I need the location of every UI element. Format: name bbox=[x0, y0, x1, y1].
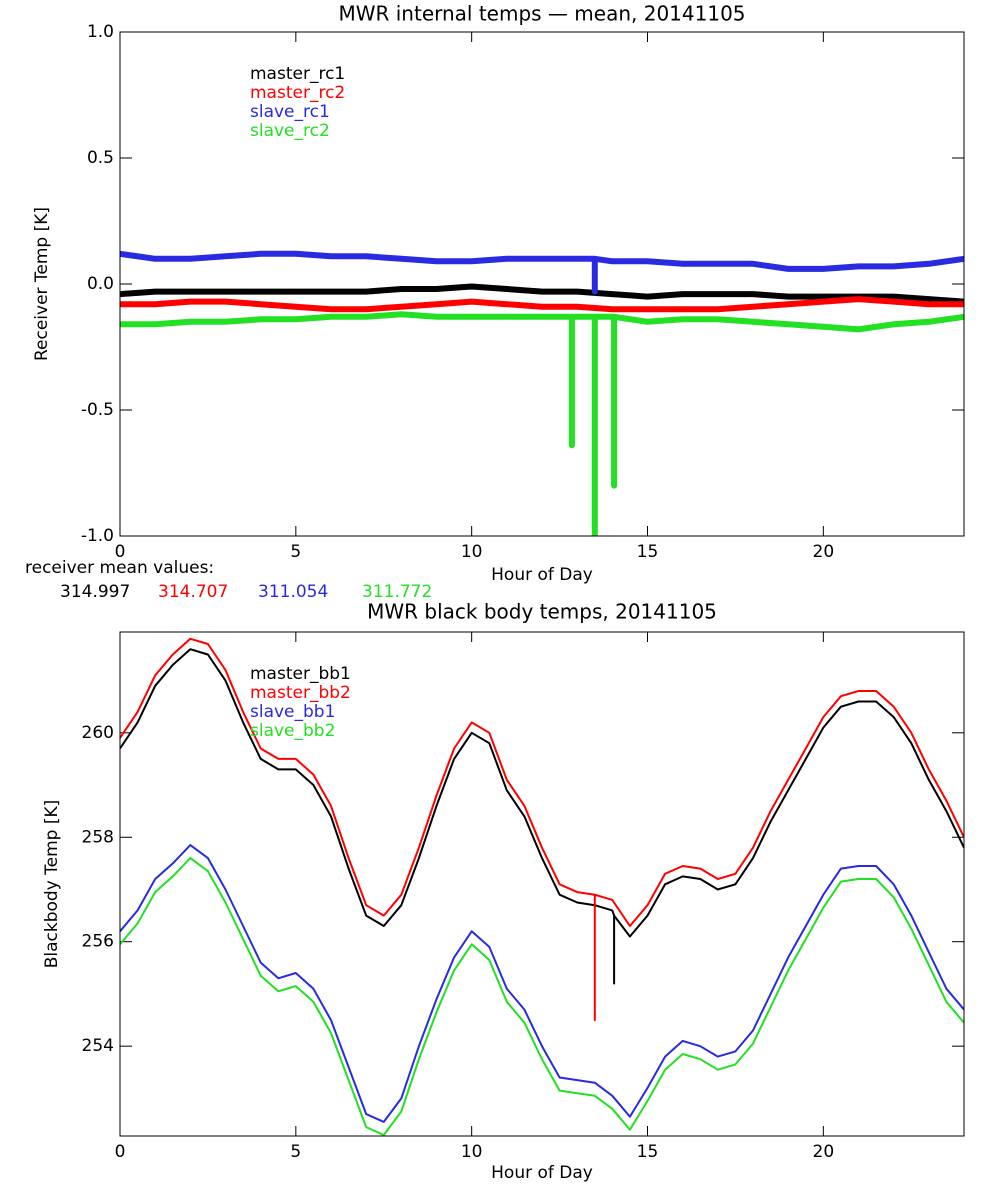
x-tick-label: 0 bbox=[115, 1142, 126, 1162]
y-tick-label: -1.0 bbox=[81, 526, 114, 546]
legend-entry: master_rc1 bbox=[250, 64, 345, 84]
chart: MWR black body temps, 20141105 Hour of Da… bbox=[42, 600, 965, 1183]
y-axis-label: Receiver Temp [K] bbox=[32, 207, 52, 361]
mean-value: 314.707 bbox=[158, 582, 228, 602]
y-tick-label: 1.0 bbox=[87, 22, 114, 42]
plot-frame bbox=[119, 31, 965, 537]
legend-entry: master_bb1 bbox=[250, 664, 351, 684]
plot-frame bbox=[119, 631, 965, 1137]
y-tick-label: -0.5 bbox=[81, 400, 114, 420]
x-axis-label: Hour of Day bbox=[491, 565, 593, 585]
y-tick-label: 0.0 bbox=[87, 274, 114, 294]
x-tick-label: 5 bbox=[290, 1142, 301, 1162]
x-tick-label: 20 bbox=[813, 542, 835, 562]
series-line bbox=[120, 857, 964, 1136]
x-axis-label: Hour of Day bbox=[491, 1163, 593, 1183]
x-tick-label: 0 bbox=[115, 542, 126, 562]
x-tick-label: 10 bbox=[461, 542, 483, 562]
x-tick-label: 5 bbox=[290, 542, 301, 562]
legend-entry: master_bb2 bbox=[250, 683, 351, 703]
x-tick-label: 20 bbox=[813, 1142, 835, 1162]
series-line bbox=[120, 311, 964, 536]
legend-entry: slave_rc2 bbox=[250, 121, 330, 141]
series-line bbox=[120, 637, 964, 1022]
legend-entry: slave_bb1 bbox=[250, 702, 335, 722]
series-line bbox=[120, 844, 964, 1123]
y-tick-label: 258 bbox=[82, 827, 114, 847]
chart: MWR internal temps — mean, 20141105 Hour … bbox=[25, 2, 965, 602]
chart-title: MWR black body temps, 20141105 bbox=[367, 600, 717, 624]
y-axis-label: Blackbody Temp [K] bbox=[42, 800, 62, 969]
series-line bbox=[120, 250, 964, 295]
series-line bbox=[120, 648, 964, 985]
mean-value: 311.054 bbox=[258, 582, 328, 602]
y-tick-label: 254 bbox=[82, 1036, 114, 1056]
x-tick-label: 10 bbox=[461, 1142, 483, 1162]
chart-title: MWR internal temps — mean, 20141105 bbox=[338, 2, 745, 26]
x-tick-label: 15 bbox=[637, 1142, 659, 1162]
y-tick-label: 256 bbox=[82, 932, 114, 952]
x-tick-label: 15 bbox=[637, 542, 659, 562]
mean-value: 314.997 bbox=[60, 582, 130, 602]
y-tick-label: 260 bbox=[82, 723, 114, 743]
annotation: receiver mean values: bbox=[25, 558, 214, 578]
legend-entry: master_rc2 bbox=[250, 83, 345, 103]
series-line bbox=[120, 283, 964, 305]
mean-value: 311.772 bbox=[362, 582, 432, 602]
series-line bbox=[120, 296, 964, 313]
legend-entry: slave_bb2 bbox=[250, 721, 335, 741]
legend-entry: slave_rc1 bbox=[250, 102, 330, 122]
y-tick-label: 0.5 bbox=[87, 148, 114, 168]
